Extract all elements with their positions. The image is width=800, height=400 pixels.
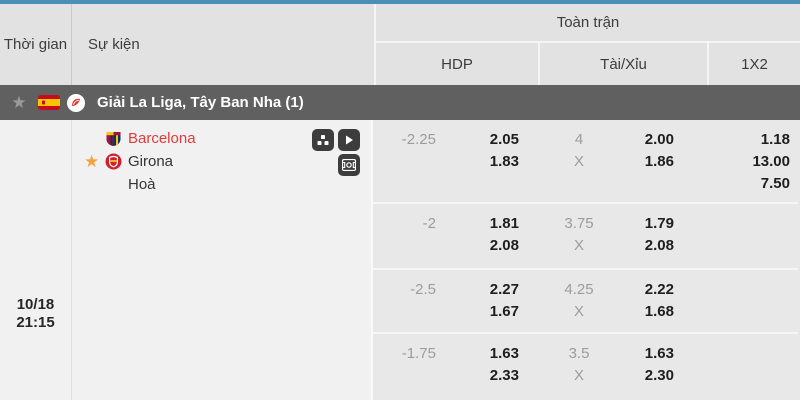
league-name: Giải La Liga, Tây Ban Nha (1) (97, 94, 304, 111)
event-cell: ★ Barcelona (72, 120, 373, 400)
hdp-home-odds[interactable]: 1.81 (489, 215, 519, 232)
home-team-name[interactable]: Barcelona (128, 130, 196, 147)
lineup-pitch-icon[interactable] (338, 154, 360, 176)
hdp-away-odds[interactable]: 2.08 (489, 237, 519, 254)
over-odds[interactable]: 2.00 (644, 131, 674, 148)
under-odds[interactable]: 1.68 (644, 303, 674, 320)
accent-strip (0, 0, 800, 4)
spain-flag-icon (38, 95, 60, 110)
stats-icon[interactable] (312, 129, 334, 151)
hdp-header-label: HDP (441, 55, 473, 73)
hdp-home-odds[interactable]: 1.63 (489, 345, 519, 362)
odds-line-row: -2 1.81 3.75 1.79 2.08 X 2.08 (373, 202, 798, 268)
over-odds[interactable]: 1.79 (644, 215, 674, 232)
under-odds[interactable]: 2.08 (644, 237, 674, 254)
hdp-line: -1.75 (401, 345, 436, 362)
hdp-away-odds[interactable]: 1.67 (489, 303, 519, 320)
odds-header-group: Toàn trận HDP Tài/Xỉu 1X2 (374, 4, 800, 85)
ou-line: 4.25 (564, 281, 594, 298)
live-video-play-icon[interactable] (338, 129, 360, 151)
1x2-away-odds[interactable]: 7.50 (760, 175, 790, 192)
barcelona-crest-icon (105, 130, 122, 147)
over-odds[interactable]: 2.22 (644, 281, 674, 298)
draw-label: Hoà (128, 176, 156, 193)
under-label: X (573, 237, 584, 254)
girona-crest-icon (105, 153, 122, 170)
hdp-line: -2.5 (410, 281, 436, 298)
one-x-two-header-label: 1X2 (741, 55, 768, 73)
1x2-home-odds[interactable]: 1.18 (760, 131, 790, 148)
full-match-label: Toàn trận (556, 14, 620, 31)
time-cell: 10/18 21:15 (0, 120, 72, 400)
column-header-over-under: Tài/Xỉu (538, 43, 707, 85)
under-odds[interactable]: 2.30 (644, 367, 674, 384)
odds-line-row: -2.5 2.27 4.25 2.22 1.67 X 1.68 (373, 268, 798, 332)
event-header-label: Sự kiện (88, 36, 140, 53)
hdp-home-odds[interactable]: 2.05 (489, 131, 519, 148)
hdp-home-odds[interactable]: 2.27 (489, 281, 519, 298)
full-match-header: Toàn trận (376, 4, 800, 43)
match-kickoff-time: 21:15 (16, 314, 55, 331)
hdp-away-odds[interactable]: 1.83 (489, 153, 519, 170)
column-header-1x2: 1X2 (707, 43, 800, 85)
over-odds[interactable]: 1.63 (644, 345, 674, 362)
under-label: X (573, 303, 584, 320)
match-row: 10/18 21:15 ★ Barcelona (0, 120, 800, 400)
away-team-name[interactable]: Girona (128, 153, 174, 170)
over-under-header-label: Tài/Xỉu (600, 55, 647, 73)
ou-line: 3.5 (568, 345, 590, 362)
under-label: X (573, 153, 584, 170)
ou-line: 4 (574, 131, 584, 148)
league-row[interactable]: ★ Giải La Liga, Tây Ban Nha (1) (0, 85, 800, 120)
column-header-time: Thời gian (0, 4, 72, 85)
column-header-event: Sự kiện (72, 4, 374, 85)
ou-line: 3.75 (564, 215, 594, 232)
odds-line-row: -2.25 2.05 4 2.00 1.18 1.83 X 1.86 13.00… (373, 120, 798, 202)
table-header: Thời gian Sự kiện Toàn trận HDP Tài/Xỉu … (0, 4, 800, 85)
league-favorite-star-icon[interactable]: ★ (11, 92, 27, 112)
under-odds[interactable]: 1.86 (644, 153, 674, 170)
odds-cell: -2.25 2.05 4 2.00 1.18 1.83 X 1.86 13.00… (373, 120, 798, 400)
laliga-logo-icon (67, 93, 85, 112)
match-favorite-star-icon[interactable]: ★ (84, 152, 100, 171)
match-datetime: 10/18 21:15 (0, 296, 71, 332)
under-label: X (573, 367, 584, 384)
column-header-hdp: HDP (376, 43, 538, 85)
hdp-line: -2.25 (401, 131, 436, 148)
time-header-label: Thời gian (3, 36, 68, 53)
hdp-away-odds[interactable]: 2.33 (489, 367, 519, 384)
1x2-draw-odds[interactable]: 13.00 (752, 153, 790, 170)
match-date: 10/18 (16, 296, 55, 313)
hdp-line: -2 (422, 215, 436, 232)
odds-line-row: -1.75 1.63 3.5 1.63 2.33 X 2.30 (373, 332, 798, 400)
odds-subheader: HDP Tài/Xỉu 1X2 (376, 43, 800, 85)
